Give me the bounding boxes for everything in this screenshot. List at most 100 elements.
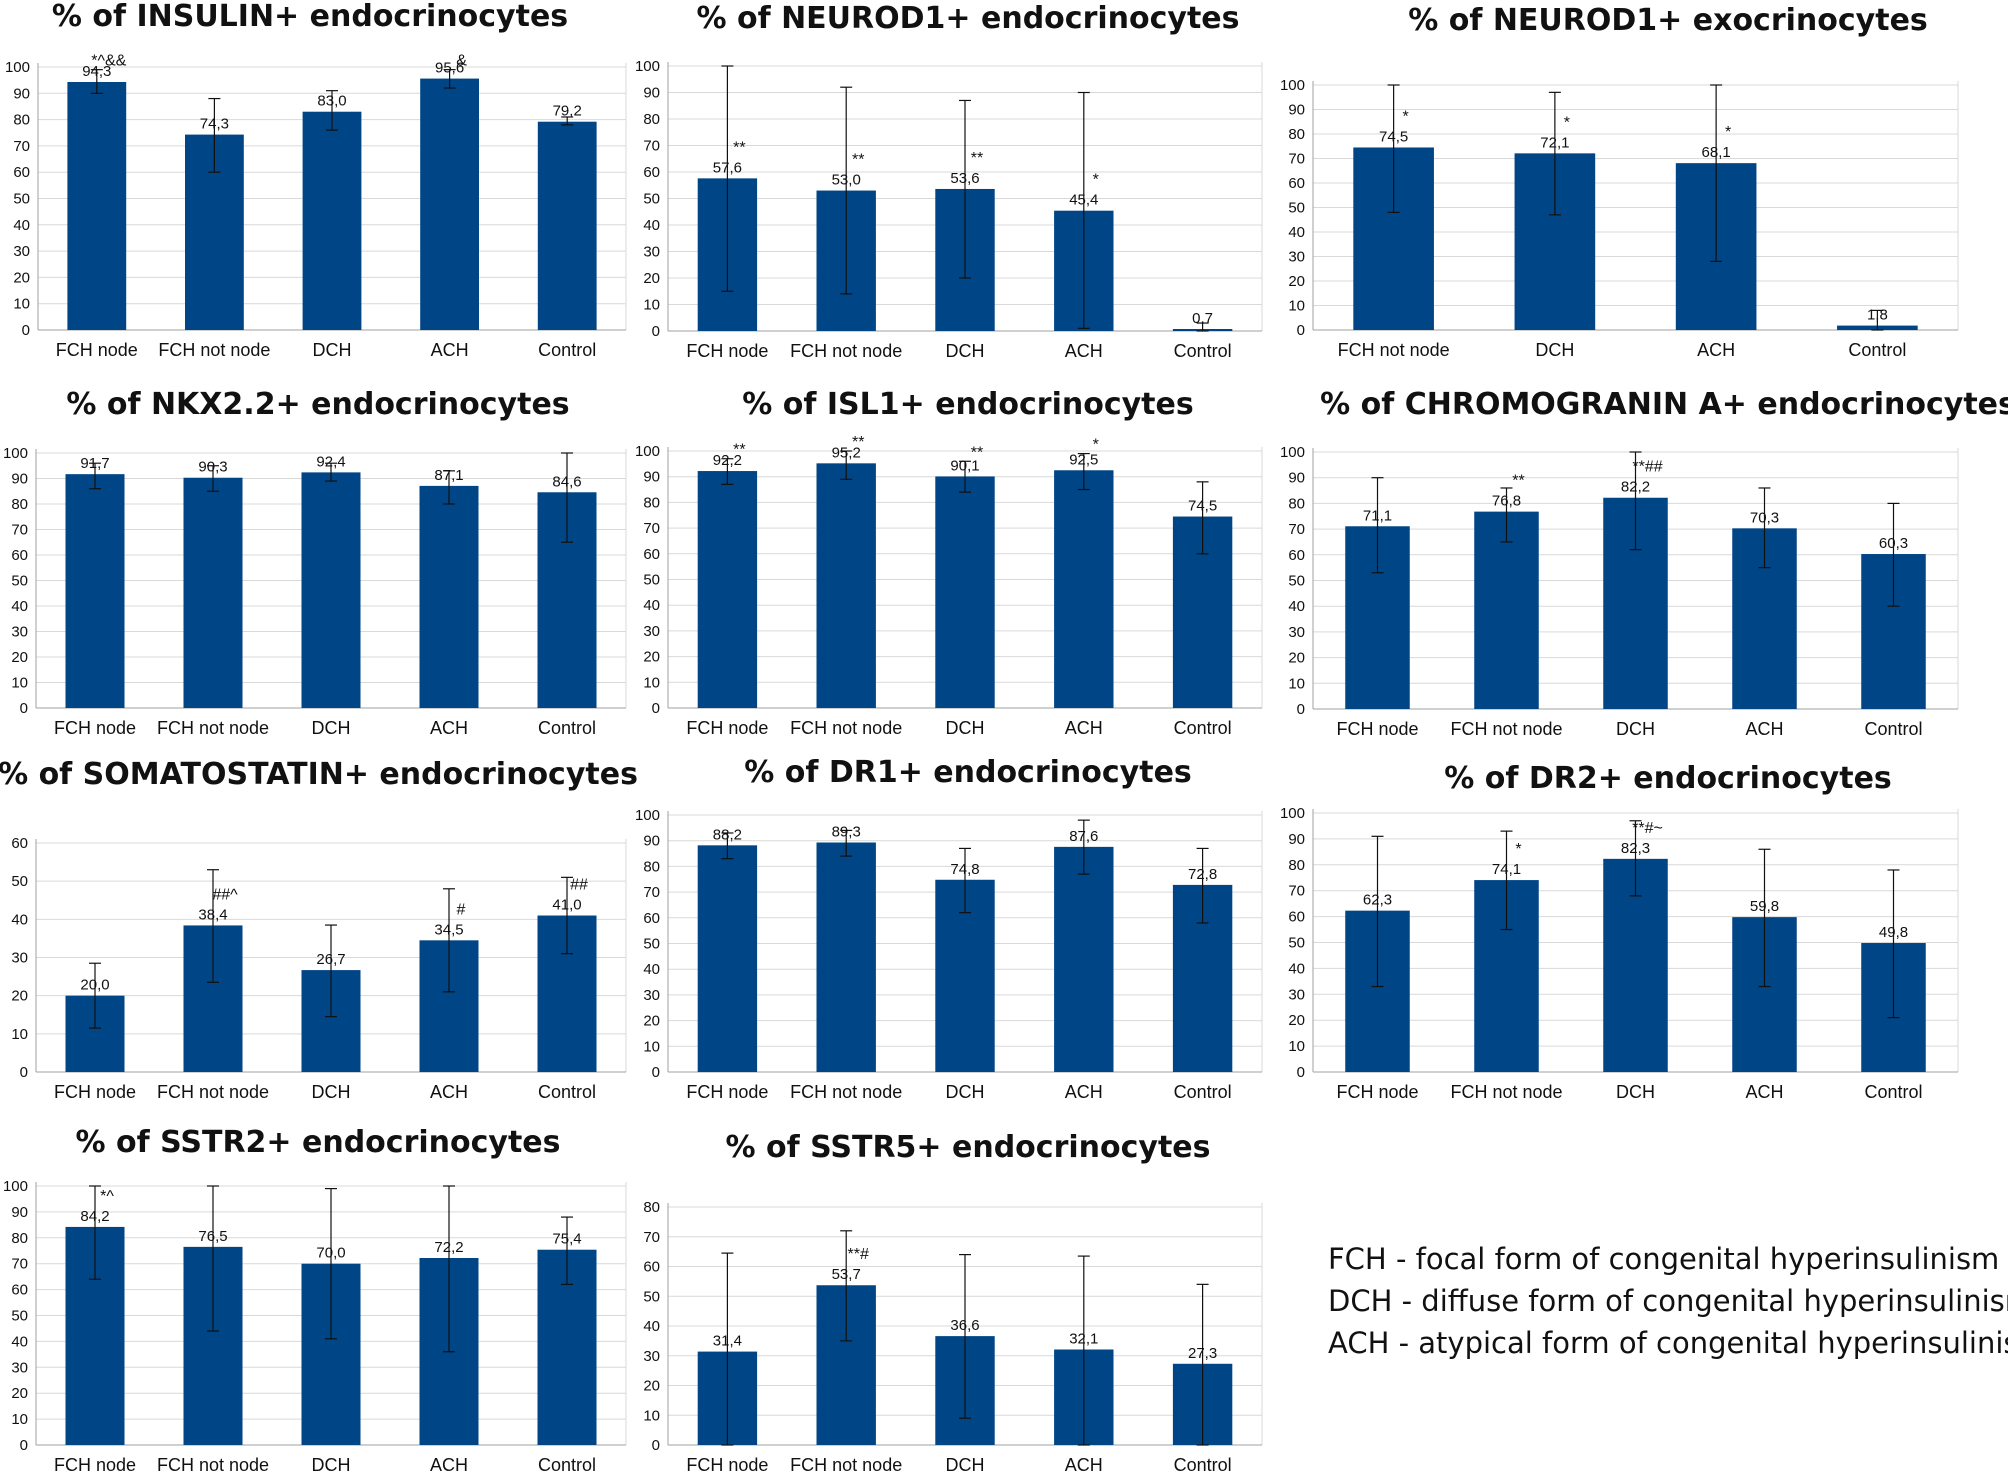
data-label: 49,8	[1879, 924, 1908, 941]
x-tick-label: FCH node	[56, 340, 138, 360]
chart-panel: % of NEUROD1+ exocrinocytes 0 10 20 30 40 50 60…	[1280, 3, 1959, 360]
significance-marker: **##	[1632, 459, 1662, 476]
significance-marker: *	[1515, 841, 1521, 858]
y-tick-label: 20	[643, 1013, 660, 1030]
chart-panel: % of NEUROD1+ endocrinocytes 0 10 20 30 40 50 6…	[635, 1, 1263, 361]
significance-marker: **	[1512, 473, 1524, 490]
data-label: 72,8	[1188, 866, 1217, 883]
data-label: 75,4	[552, 1231, 581, 1248]
bar	[1054, 470, 1114, 708]
y-tick-label: 0	[652, 323, 660, 340]
x-tick-label: FCH not node	[157, 718, 269, 738]
y-tick-label: 100	[3, 445, 28, 462]
chart-title: % of SOMATOSTATIN+ endocrinocytes	[0, 757, 638, 792]
y-tick-label: 10	[1288, 675, 1305, 692]
data-label: 87,6	[1069, 828, 1098, 845]
bar	[301, 472, 361, 708]
x-tick-label: ACH	[430, 1455, 468, 1475]
data-label: 70,0	[316, 1245, 345, 1262]
y-tick-label: 70	[11, 522, 28, 539]
x-tick-label: DCH	[946, 718, 985, 738]
y-tick-label: 80	[643, 111, 660, 128]
chart-panel: % of SSTR2+ endocrinocytes 0 10 20 30 40 50 60 7…	[3, 1125, 627, 1475]
significance-marker: *^&&	[91, 53, 126, 70]
x-tick-label: DCH	[313, 340, 352, 360]
y-tick-label: 30	[1288, 249, 1305, 266]
x-tick-label: DCH	[312, 718, 351, 738]
y-tick-label: 60	[13, 164, 30, 181]
y-tick-label: 90	[11, 1204, 28, 1221]
x-tick-label: DCH	[946, 1082, 985, 1102]
bar	[816, 463, 876, 708]
data-label: 82,3	[1621, 840, 1650, 857]
data-label: 74,5	[1188, 498, 1217, 515]
y-tick-label: 60	[11, 1282, 28, 1299]
data-label: 79,2	[553, 103, 582, 120]
data-label: 89,3	[832, 823, 861, 840]
bar	[302, 111, 362, 331]
bar	[935, 476, 995, 708]
y-tick-label: 50	[643, 572, 660, 589]
y-tick-label: 90	[13, 85, 30, 102]
x-tick-label: FCH not node	[790, 341, 902, 361]
chart-title: % of SSTR5+ endocrinocytes	[726, 1130, 1211, 1165]
y-tick-label: 10	[643, 297, 660, 314]
y-tick-label: 40	[643, 961, 660, 978]
data-label: 74,3	[200, 116, 229, 133]
y-tick-label: 50	[1288, 200, 1305, 217]
chart-panel: % of SOMATOSTATIN+ endocrinocytes 0 10 20 30…	[0, 757, 638, 1102]
x-tick-label: Control	[1174, 718, 1232, 738]
significance-marker: ##^	[212, 886, 238, 903]
significance-marker: **	[971, 444, 983, 461]
y-tick-label: 20	[11, 649, 28, 666]
y-tick-label: 40	[11, 1333, 28, 1350]
chart-panel: % of SSTR5+ endocrinocytes 0 10 20 30 40 50 60 7…	[643, 1130, 1263, 1475]
x-tick-label: Control	[1864, 719, 1922, 739]
data-label: 91,7	[80, 455, 109, 472]
chart-title: % of CHROMOGRANIN A+ endocrinocytes	[1320, 387, 2008, 422]
x-tick-label: Control	[1848, 340, 1906, 360]
data-label: 53,0	[832, 172, 861, 189]
y-tick-label: 10	[13, 296, 30, 313]
y-tick-label: 70	[13, 138, 30, 155]
chart-title: % of NEUROD1+ exocrinocytes	[1408, 3, 1928, 38]
x-tick-label: ACH	[430, 1082, 468, 1102]
x-tick-label: FCH node	[686, 1455, 768, 1475]
y-tick-label: 100	[635, 443, 660, 460]
y-tick-label: 30	[643, 987, 660, 1004]
y-tick-label: 50	[1288, 935, 1305, 952]
y-tick-label: 0	[1297, 322, 1305, 339]
data-label: 76,8	[1492, 493, 1521, 510]
y-tick-label: 30	[13, 243, 30, 260]
y-tick-label: 60	[11, 547, 28, 564]
significance-marker: *	[1093, 437, 1099, 454]
y-tick-label: 80	[643, 1199, 660, 1216]
x-tick-label: ACH	[431, 340, 469, 360]
y-tick-label: 20	[643, 270, 660, 287]
y-tick-label: 40	[643, 217, 660, 234]
y-tick-label: 40	[1288, 960, 1305, 977]
data-label: 95,6	[435, 60, 464, 77]
y-tick-label: 0	[1297, 1064, 1305, 1081]
y-tick-label: 50	[13, 191, 30, 208]
significance-marker: *	[1564, 114, 1570, 131]
y-tick-label: 50	[11, 873, 28, 890]
x-tick-label: FCH node	[54, 1455, 136, 1475]
y-tick-label: 30	[643, 1348, 660, 1365]
x-tick-label: ACH	[1065, 1455, 1103, 1475]
y-tick-label: 30	[11, 950, 28, 967]
y-tick-label: 20	[11, 988, 28, 1005]
significance-marker: &	[456, 53, 467, 70]
x-tick-label: ACH	[1065, 718, 1103, 738]
data-label: 72,2	[434, 1239, 463, 1256]
legend-fch: FCH - focal form of congenital hyperinsu…	[1328, 1242, 2000, 1276]
y-tick-label: 100	[635, 807, 660, 824]
y-tick-label: 20	[643, 649, 660, 666]
y-tick-label: 30	[1288, 986, 1305, 1003]
y-tick-label: 0	[20, 700, 28, 717]
data-label: 20,0	[80, 977, 109, 994]
abbreviation-legend: FCH - focal form of congenital hyperinsu…	[1328, 1238, 2008, 1364]
x-tick-label: DCH	[1535, 340, 1574, 360]
data-label: 53,6	[950, 170, 979, 187]
y-tick-label: 10	[11, 1411, 28, 1428]
